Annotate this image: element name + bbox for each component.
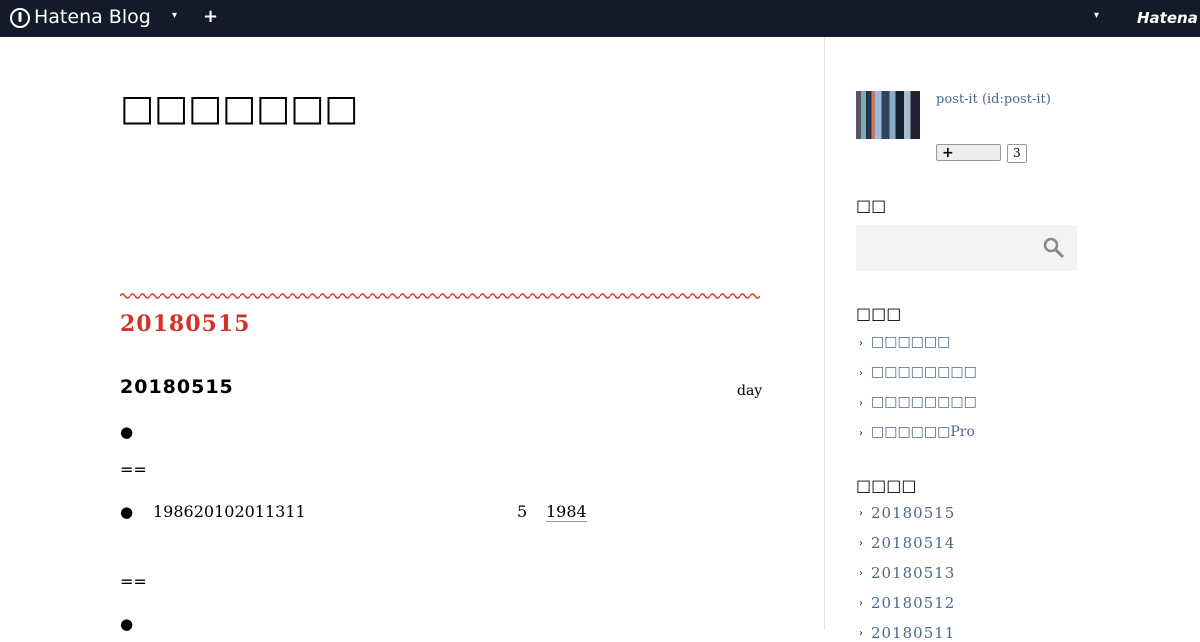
text: ==	[120, 460, 147, 479]
text: ==	[120, 572, 147, 591]
subscribe-button[interactable]: +	[936, 144, 1001, 161]
bullet: ●	[120, 423, 134, 441]
bullet-arrow: ›	[859, 508, 863, 519]
blog-title[interactable]: □□□□□□□	[120, 88, 359, 129]
bullet-arrow: ›	[859, 598, 863, 609]
text: 5	[517, 502, 528, 521]
link[interactable]: 1984	[546, 502, 587, 522]
bullet-arrow: ›	[859, 538, 863, 549]
wave-line	[120, 290, 760, 302]
divider	[824, 37, 825, 630]
sidebar-link[interactable]: 20180512	[871, 594, 956, 612]
bullet-arrow: ›	[859, 338, 863, 349]
bullet: ●	[120, 615, 134, 633]
brand[interactable]: Hatena	[1137, 9, 1198, 27]
bullet: ●	[120, 503, 134, 521]
section-heading: □□□	[856, 304, 902, 323]
bullet-arrow: ›	[859, 428, 863, 439]
avatar[interactable]	[856, 91, 920, 139]
logo-icon	[10, 8, 30, 28]
dropdown[interactable]: ▾	[1094, 10, 1100, 21]
sidebar-link[interactable]: 20180515	[871, 504, 956, 522]
section-heading: □□	[856, 196, 887, 215]
sidebar-link[interactable]: □□□□□□□□	[871, 364, 977, 380]
search-icon[interactable]	[1043, 237, 1065, 259]
category[interactable]: day	[737, 383, 763, 399]
entry-title[interactable]: 20180515	[120, 376, 234, 398]
entry-date[interactable]: 20180515	[120, 311, 251, 337]
add-button[interactable]: +	[203, 6, 219, 27]
profile-name[interactable]: post-it (id:post-it)	[936, 92, 1051, 107]
sidebar-link[interactable]: 20180514	[871, 534, 956, 552]
top-bar: Hatena Blog ▾ + ▾ Hatena	[0, 0, 1200, 37]
sidebar-link[interactable]: 20180511	[871, 624, 956, 642]
subscriber-count: 3	[1007, 144, 1027, 163]
text: 198620102011311	[153, 502, 306, 521]
search-box[interactable]	[856, 225, 1077, 271]
dropdown[interactable]: ▾	[172, 10, 178, 21]
sidebar-link[interactable]: □□□□□□Pro	[871, 424, 975, 440]
sidebar-link[interactable]: □□□□□□□□	[871, 394, 977, 410]
sidebar-link[interactable]: □□□□□□	[871, 334, 951, 350]
bullet-arrow: ›	[859, 368, 863, 379]
bullet-arrow: ›	[859, 398, 863, 409]
section-heading: □□□□	[856, 476, 917, 495]
sidebar-link[interactable]: 20180513	[871, 564, 956, 582]
bullet-arrow: ›	[859, 568, 863, 579]
logo[interactable]: Hatena Blog	[34, 6, 151, 28]
